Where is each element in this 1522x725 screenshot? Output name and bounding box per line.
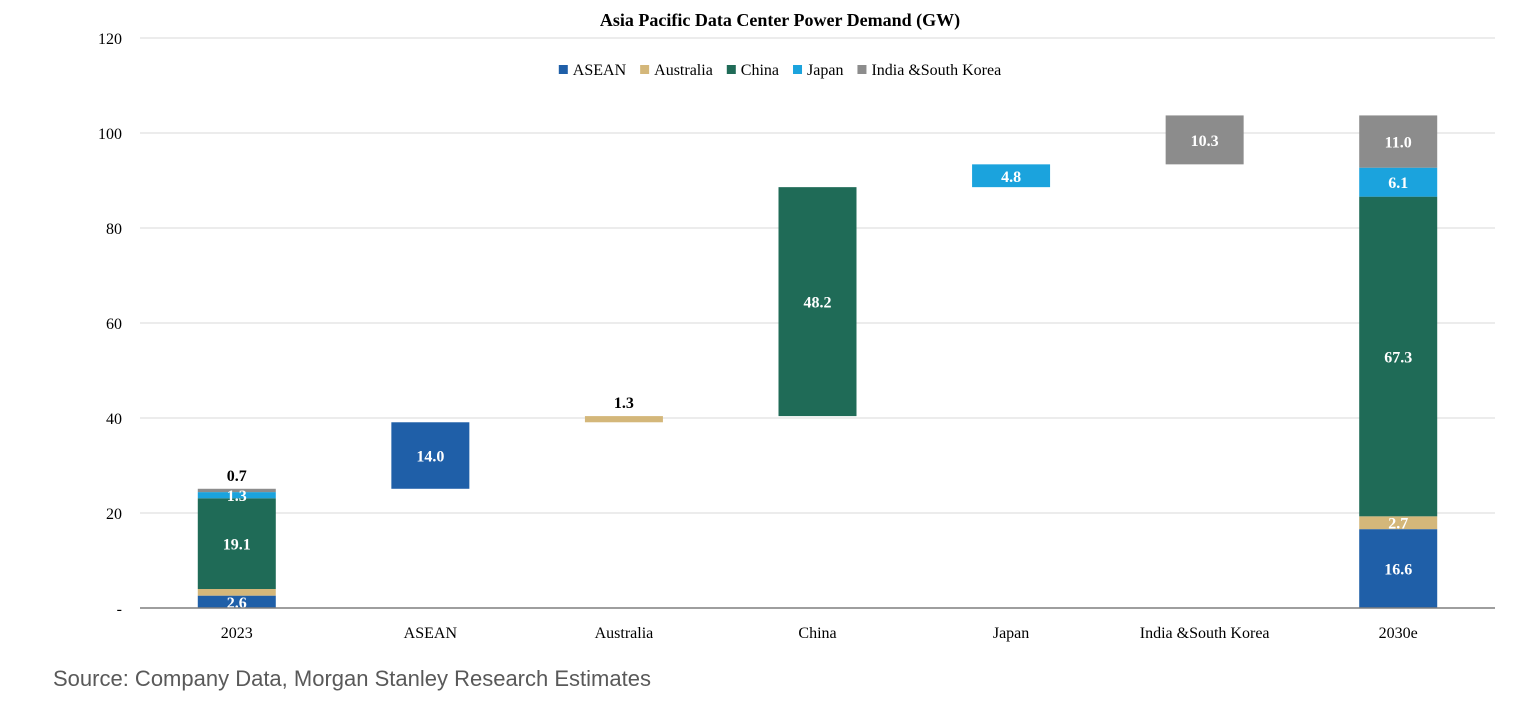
legend-swatch (640, 65, 650, 74)
legend-label: India &South Korea (871, 62, 1001, 79)
y-tick-label: - (117, 601, 122, 618)
legend-swatch (793, 65, 803, 74)
data-labels: 2.6 19.1 1.3 0.7 14.0 1.3 48.2 4.8 10.3 16.6 2.7 67… (223, 133, 1412, 612)
bars (197, 115, 1438, 608)
legend-label: China (741, 62, 779, 79)
data-label: 48.2 (804, 295, 832, 312)
legend-label: Japan (807, 62, 843, 79)
data-label: 16.6 (1384, 562, 1412, 579)
bar-2030e-japan (1359, 167, 1438, 197)
data-label: 67.3 (1384, 349, 1412, 366)
x-tick-label: 2030e (1379, 625, 1418, 642)
data-label: 1.3 (614, 395, 634, 412)
legend-swatch (726, 65, 736, 74)
data-label: 4.8 (1001, 169, 1021, 186)
y-tick-label: 100 (98, 126, 122, 143)
y-tick-label: 80 (106, 221, 122, 238)
legend-label: Australia (654, 62, 713, 79)
bar-2023-australia (197, 589, 276, 596)
bar-2023-asean (197, 595, 276, 608)
data-label: 14.0 (416, 449, 444, 466)
bar-2030e-china (1359, 196, 1438, 517)
data-label: 6.1 (1388, 175, 1408, 192)
legend: ASEAN Australia China Japan India &South Kor… (558, 62, 1001, 79)
data-label: 1.3 (227, 488, 247, 505)
data-label: 0.7 (227, 468, 247, 485)
legend-item-india-south-korea: India &South Korea (857, 62, 1001, 79)
legend-item-china: China (726, 62, 779, 79)
data-label: 10.3 (1191, 133, 1219, 150)
x-tick-label: 2023 (221, 625, 253, 642)
x-axis: 2023 ASEAN Australia China Japan India &South… (221, 625, 1418, 642)
y-axis: - 20 40 60 80 100 120 (98, 31, 122, 618)
data-label: 11.0 (1385, 135, 1412, 152)
x-tick-label: China (798, 625, 836, 642)
data-label: 19.1 (223, 537, 251, 554)
legend-item-japan: Japan (793, 62, 843, 79)
bar-china-china (778, 187, 857, 417)
legend-swatch (857, 65, 867, 74)
x-tick-label: ASEAN (404, 625, 458, 642)
bar-australia-australia (584, 416, 663, 423)
bar-india-south-korea-india-south-korea (1165, 115, 1244, 165)
x-tick-label: India &South Korea (1140, 625, 1270, 642)
bar-2030e-asean (1359, 529, 1438, 608)
waterfall-chart: Asia Pacific Data Center Power Demand (G… (98, 10, 1495, 642)
bar-japan-japan (972, 164, 1051, 188)
x-tick-label: Australia (595, 625, 654, 642)
bar-2023-japan (197, 492, 276, 499)
bar-2030e-india-south-korea (1359, 115, 1438, 168)
y-tick-label: 120 (98, 31, 122, 48)
bar-2023-china (197, 498, 276, 589)
y-tick-label: 60 (106, 316, 122, 333)
bar-asean-asean (391, 422, 470, 489)
x-tick-label: Japan (993, 625, 1029, 642)
data-label: 2.7 (1388, 516, 1408, 533)
bar-2023-india-south-korea (197, 488, 276, 493)
legend-item-asean: ASEAN (558, 62, 627, 79)
bar-2030e-australia (1359, 516, 1438, 530)
legend-item-australia: Australia (640, 62, 713, 79)
chart-title: Asia Pacific Data Center Power Demand (G… (600, 10, 960, 31)
y-tick-label: 40 (106, 411, 122, 428)
legend-label: ASEAN (573, 62, 627, 79)
legend-swatch (558, 65, 568, 74)
data-label: 2.6 (227, 595, 247, 612)
y-tick-label: 20 (106, 506, 122, 523)
source-note: Source: Company Data, Morgan Stanley Res… (53, 666, 651, 691)
